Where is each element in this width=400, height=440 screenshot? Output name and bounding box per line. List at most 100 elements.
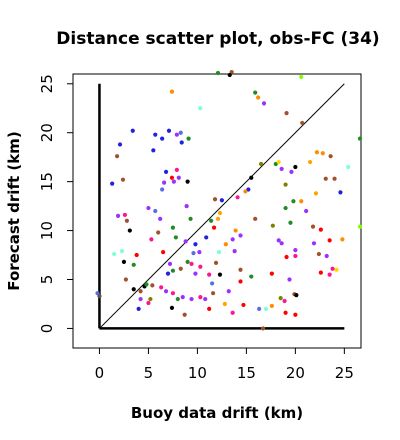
- x-tick-label-10: 10: [188, 364, 207, 382]
- data-point-167: [357, 136, 363, 141]
- data-point-127: [283, 182, 288, 187]
- data-point-1: [97, 294, 102, 299]
- data-point-11: [112, 251, 117, 257]
- data-point-115: [260, 326, 266, 331]
- data-point-15: [131, 262, 136, 267]
- data-point-147: [314, 150, 320, 155]
- data-point-44: [174, 167, 179, 172]
- data-point-45: [158, 216, 163, 221]
- data-point-129: [288, 220, 293, 225]
- data-point-151: [332, 176, 337, 181]
- data-point-27: [153, 208, 158, 214]
- data-point-98: [233, 228, 238, 233]
- data-point-48: [161, 250, 166, 255]
- data-point-155: [311, 241, 317, 246]
- data-point-84: [209, 218, 214, 223]
- data-point-56: [167, 261, 173, 266]
- data-point-123: [279, 166, 284, 172]
- data-point-152: [313, 191, 319, 196]
- data-point-50: [173, 235, 178, 240]
- data-point-32: [174, 132, 179, 137]
- data-point-91: [227, 72, 232, 78]
- data-point-124: [284, 111, 289, 116]
- y-tick-label-25: 25: [38, 74, 56, 93]
- x-tick-label-15: 15: [237, 364, 256, 382]
- data-point-59: [178, 266, 183, 271]
- data-point-114: [257, 306, 262, 311]
- data-point-131: [299, 199, 304, 204]
- data-point-34: [169, 89, 175, 94]
- x-tick-label-5: 5: [144, 364, 154, 382]
- data-point-30: [160, 136, 165, 141]
- data-point-158: [318, 270, 323, 275]
- data-point-43: [179, 140, 184, 145]
- data-point-103: [238, 279, 243, 284]
- data-point-4: [117, 142, 123, 147]
- data-point-9: [124, 218, 129, 223]
- data-point-35: [163, 169, 169, 174]
- data-point-24: [148, 296, 153, 302]
- y-tick-label-5: 5: [38, 275, 56, 285]
- data-point-2: [110, 181, 115, 186]
- data-point-74: [204, 235, 209, 240]
- data-point-63: [163, 289, 169, 294]
- data-point-105: [249, 175, 254, 180]
- data-point-143: [293, 253, 298, 259]
- data-point-135: [284, 254, 289, 260]
- data-point-47: [149, 237, 154, 242]
- data-point-76: [203, 296, 208, 302]
- data-point-17: [131, 287, 136, 292]
- data-point-166: [357, 224, 363, 229]
- data-point-110: [253, 90, 258, 95]
- data-point-55: [185, 259, 190, 264]
- data-point-93: [223, 242, 228, 247]
- data-point-109: [249, 274, 254, 279]
- data-point-100: [235, 195, 240, 200]
- data-point-33: [178, 130, 183, 135]
- data-point-136: [287, 277, 292, 282]
- data-point-122: [276, 159, 281, 165]
- data-point-134: [279, 241, 284, 246]
- data-point-130: [291, 199, 296, 204]
- data-point-31: [166, 128, 172, 133]
- data-point-104: [241, 302, 246, 308]
- data-point-108: [253, 216, 258, 221]
- data-point-49: [170, 225, 176, 230]
- data-point-72: [197, 250, 202, 255]
- data-point-154: [318, 227, 323, 232]
- data-point-92: [216, 250, 222, 255]
- data-point-160: [330, 266, 335, 271]
- data-point-149: [328, 154, 333, 159]
- data-point-61: [193, 271, 198, 276]
- data-point-125: [289, 169, 294, 174]
- data-point-58: [165, 271, 171, 276]
- data-point-67: [189, 296, 194, 302]
- reference-lines: [98, 83, 345, 330]
- data-point-117: [269, 303, 274, 309]
- data-point-29: [153, 132, 158, 137]
- axis-ticks: 0 5 10 15 20 25 0 5 10 15 20 25: [38, 74, 354, 382]
- x-tick-label-20: 20: [286, 364, 305, 382]
- y-axis-label: Forecast drift (km): [5, 131, 23, 290]
- data-point-128: [283, 205, 288, 211]
- data-point-161: [334, 267, 339, 272]
- data-point-73: [198, 264, 203, 269]
- data-point-3: [114, 154, 120, 159]
- data-point-23: [146, 300, 151, 306]
- data-point-116: [263, 306, 269, 311]
- data-point-8: [122, 212, 128, 218]
- data-point-138: [282, 298, 287, 304]
- data-point-7: [115, 213, 121, 218]
- data-points: [95, 69, 363, 331]
- data-point-137: [278, 295, 283, 301]
- data-point-88: [212, 197, 218, 202]
- data-point-87: [219, 198, 224, 203]
- data-point-153: [310, 224, 316, 229]
- data-point-107: [243, 189, 248, 194]
- data-point-71: [193, 242, 198, 247]
- data-point-86: [217, 210, 223, 216]
- data-point-38: [160, 187, 165, 192]
- data-point-164: [338, 190, 343, 195]
- data-point-53: [184, 204, 189, 209]
